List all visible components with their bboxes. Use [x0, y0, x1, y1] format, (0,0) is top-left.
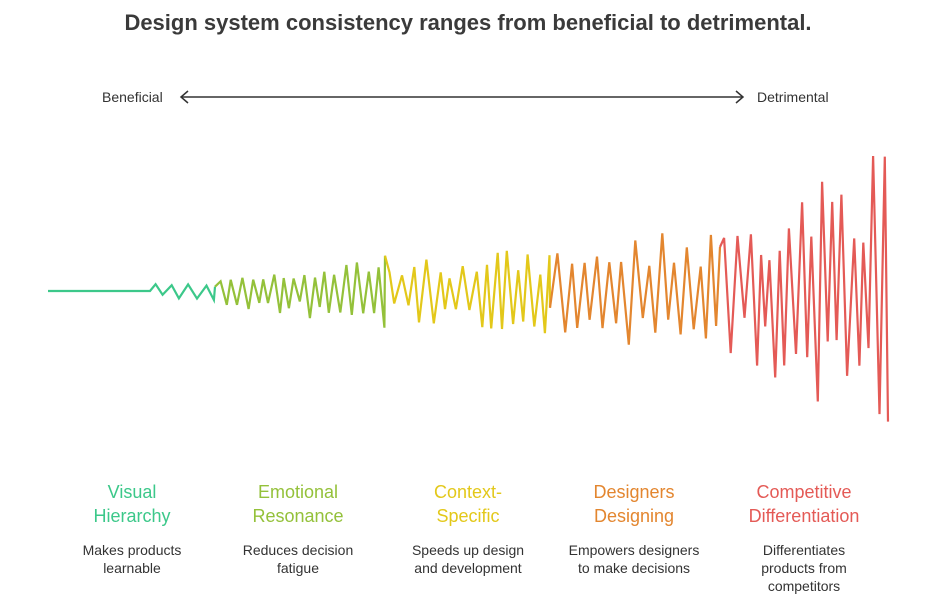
category-title-line: Visual	[107, 482, 157, 502]
category-desc-line: learnable	[103, 560, 161, 576]
category-description: Differentiates products from competitors	[724, 541, 884, 595]
diagram-title: Design system consistency ranges from be…	[124, 10, 812, 35]
category-title-line: Differentiation	[748, 506, 860, 526]
category-1: Emotional Resonance Reduces decision fat…	[218, 480, 378, 577]
category-description: Speeds up design and development	[388, 541, 548, 577]
category-desc-line: Empowers designers	[568, 542, 700, 558]
category-desc-line: Speeds up design	[411, 542, 525, 558]
category-desc-line: and development	[414, 560, 522, 576]
category-title-line: Designing	[593, 506, 675, 526]
detrimental-label: Detrimental	[757, 89, 829, 105]
wave-segment-1	[214, 255, 387, 328]
category-description: Reduces decision fatigue	[218, 541, 378, 577]
category-desc-line: Differentiates	[762, 542, 846, 558]
category-desc-line: products from	[761, 560, 847, 576]
category-desc-line: competitors	[767, 578, 841, 594]
category-title-line: Resonance	[252, 506, 344, 526]
category-title: Emotional Resonance	[218, 480, 378, 528]
category-desc-line: Reduces decision	[242, 542, 354, 558]
category-desc-line: fatigue	[276, 560, 320, 576]
category-title-line: Competitive	[756, 482, 852, 502]
category-title-line: Context-	[433, 482, 503, 502]
double-arrow-icon	[179, 90, 745, 104]
category-title: Competitive Differentiation	[724, 480, 884, 528]
wave-segment-0	[48, 282, 217, 304]
category-4: Competitive Differentiation Differentiat…	[724, 480, 884, 595]
category-title-line: Emotional	[257, 482, 339, 502]
category-description: Empowers designers to make decisions	[554, 541, 714, 577]
category-description: Makes products learnable	[52, 541, 212, 577]
category-title-line: Designers	[593, 482, 675, 502]
category-desc-line: Makes products	[82, 542, 182, 558]
wave-segment-2	[383, 250, 552, 334]
category-2: Context- Specific Speeds up design and d…	[388, 480, 548, 577]
category-title-line: Specific	[436, 506, 500, 526]
wave-segment-3	[548, 233, 722, 345]
category-title-line: Hierarchy	[93, 506, 171, 526]
category-3: Designers Designing Empowers designers t…	[554, 480, 714, 577]
category-title: Designers Designing	[554, 480, 714, 528]
category-0: Visual Hierarchy Makes products learnabl…	[52, 480, 212, 577]
category-title: Visual Hierarchy	[52, 480, 212, 528]
category-desc-line: to make decisions	[577, 560, 691, 576]
category-title: Context- Specific	[388, 480, 548, 528]
wave-segment-4	[718, 155, 890, 422]
beneficial-label: Beneficial	[102, 89, 163, 105]
